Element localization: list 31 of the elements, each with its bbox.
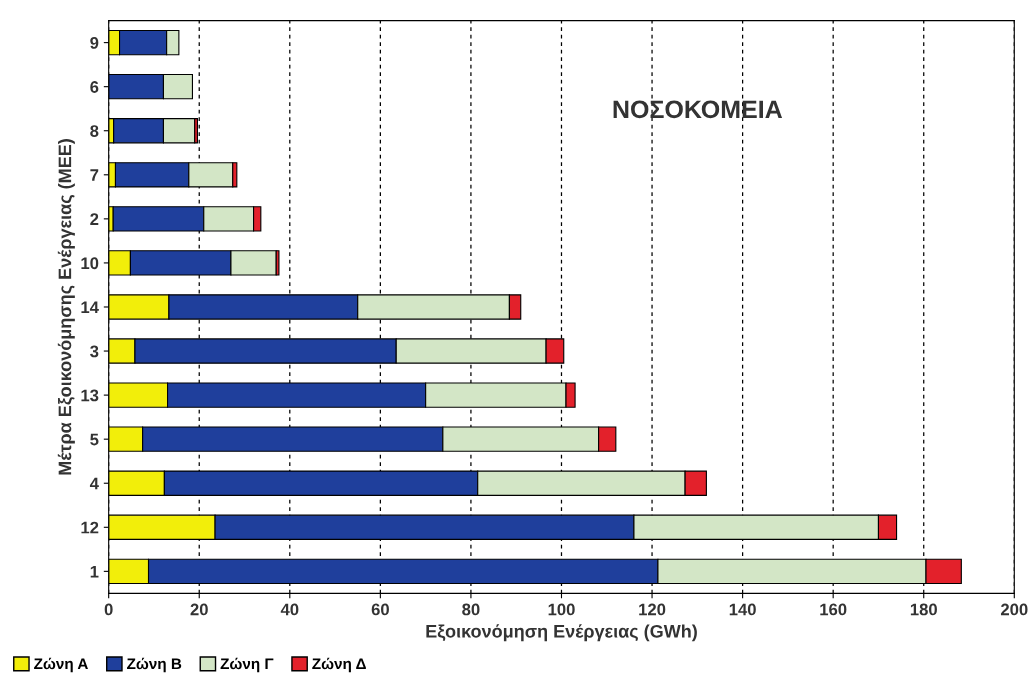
y-tick-label: 3 — [90, 345, 99, 358]
x-tick-label: 100 — [548, 603, 575, 616]
y-tick-label: 10 — [81, 257, 99, 270]
y-tick-label: 1 — [90, 565, 99, 578]
y-tick-label: 9 — [90, 37, 99, 49]
y-tick-label: 14 — [81, 301, 99, 314]
annotation: ΝΟΣΟΚΟΜΕΙΑ — [613, 100, 783, 119]
legend-label: Ζώνη Α — [34, 657, 88, 673]
x-tick-label: 160 — [820, 603, 847, 616]
y-tick-label: 4 — [89, 477, 99, 490]
legend-label: Ζώνη Β — [127, 657, 182, 673]
x-tick-label: 80 — [462, 603, 480, 616]
x-axis-title: Εξοικονόμηση Ενέργειας (GWh) — [426, 624, 697, 642]
y-tick-label: 5 — [90, 433, 99, 446]
x-tick-label: 40 — [280, 603, 299, 616]
legend-label: Ζώνη Γ — [220, 657, 274, 673]
y-tick-label: 12 — [81, 521, 99, 534]
x-tick-label: 200 — [1000, 603, 1028, 616]
x-tick-label: 60 — [371, 603, 389, 616]
x-tick-label: 140 — [729, 603, 756, 616]
y-tick-label: 6 — [90, 81, 99, 93]
y-tick-label: 7 — [90, 169, 99, 181]
y-axis-title: Μέτρα Εξοικονόμησης Ενέργειας (ΜΕΕ) — [57, 139, 75, 475]
legend-label: Ζώνη Δ — [312, 657, 366, 673]
y-tick-label: 2 — [90, 213, 99, 225]
x-tick-label: 120 — [639, 603, 666, 616]
x-tick-label: 20 — [190, 603, 208, 616]
y-tick-label: 8 — [90, 125, 99, 137]
y-tick-label: 13 — [81, 389, 99, 402]
x-tick-label: 0 — [104, 603, 113, 616]
x-tick-label: 180 — [910, 603, 937, 616]
